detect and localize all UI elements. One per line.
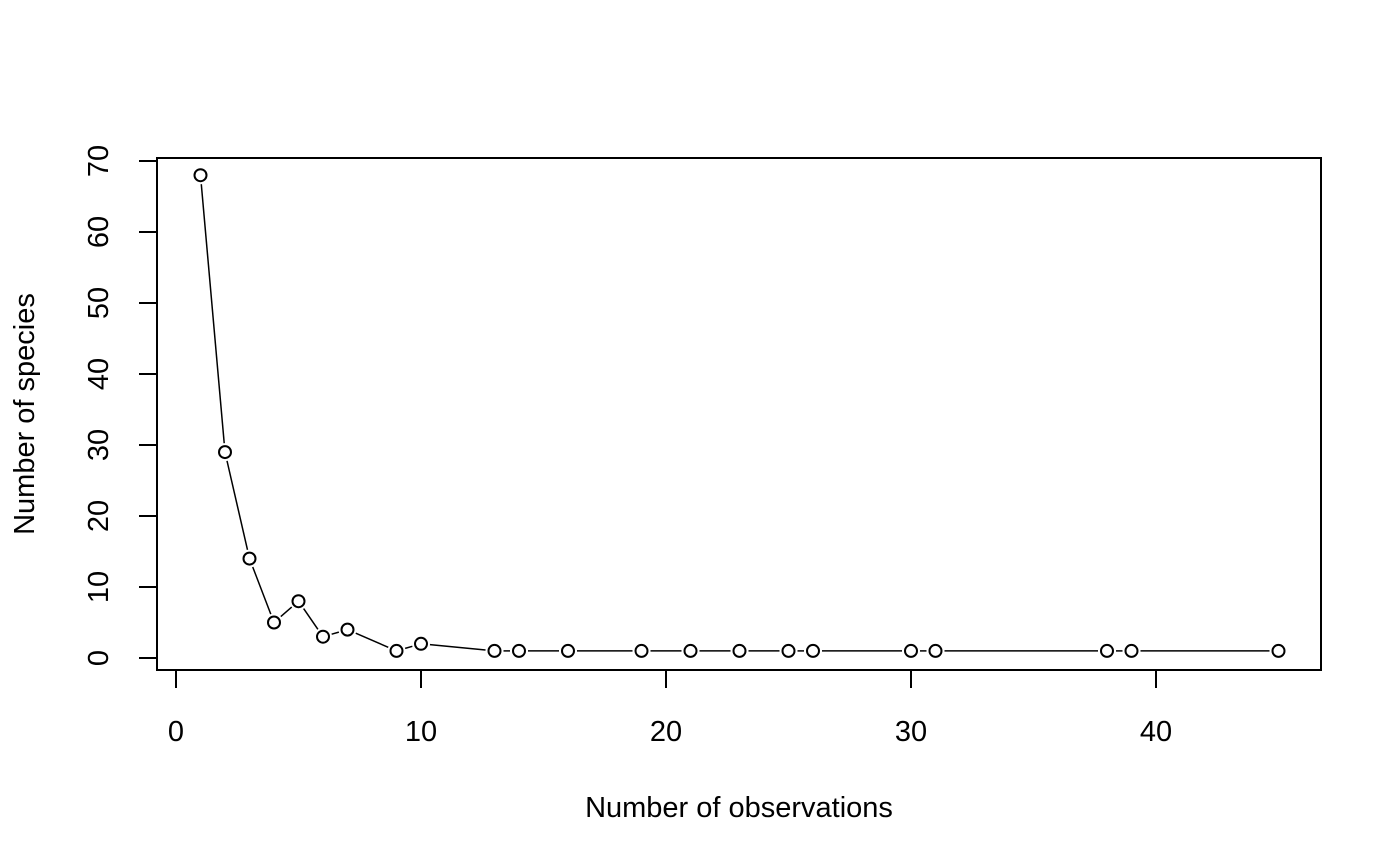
data-point [1124,643,1139,658]
data-point [512,643,526,658]
series-segment [226,460,249,550]
y-tick-label: 40 [83,358,115,390]
data-point [389,643,404,658]
y-tick-label: 20 [83,500,115,532]
data-point [732,643,747,658]
series-segment [302,608,319,630]
series-segment [355,632,389,648]
series-segment [252,566,272,615]
data-point [193,168,208,183]
y-axis-label: Number of species [9,293,41,535]
data-point [683,643,698,658]
y-tick-label: 30 [83,429,115,461]
data-point [561,643,575,658]
x-axis-label: Number of observations [585,792,893,824]
series-segment [331,631,340,635]
series-segment [429,643,486,651]
data-point [218,445,232,460]
data-point [340,622,355,637]
x-tick-label: 10 [405,716,437,748]
data-point [487,643,502,658]
data-point [781,643,796,658]
y-axis: 0 10 20 30 40 50 60 70 [83,145,158,666]
data-point [267,615,281,630]
x-axis: 0 10 20 30 40 [168,669,1172,748]
x-tick-label: 40 [1140,716,1172,748]
data-point [414,636,428,651]
data-point [1271,643,1286,658]
y-tick-label: 60 [83,216,115,248]
data-point [291,594,306,609]
x-tick-label: 30 [895,716,927,748]
data-point [242,551,257,566]
series-segment [404,645,413,650]
series-segment [200,184,225,444]
data-point [316,629,330,644]
y-tick-label: 10 [83,571,115,603]
series-segment [280,606,293,618]
data-point [904,643,918,658]
x-tick-label: 20 [650,716,682,748]
data-point [806,643,820,658]
data-point [928,643,943,658]
y-tick-label: 70 [83,145,115,177]
data-point [1100,643,1114,658]
y-tick-label: 0 [83,650,115,666]
plot-frame [156,157,1322,671]
y-tick-label: 50 [83,287,115,319]
x-tick-label: 0 [168,716,184,748]
data-point [634,643,649,658]
series-layer [193,168,1286,658]
